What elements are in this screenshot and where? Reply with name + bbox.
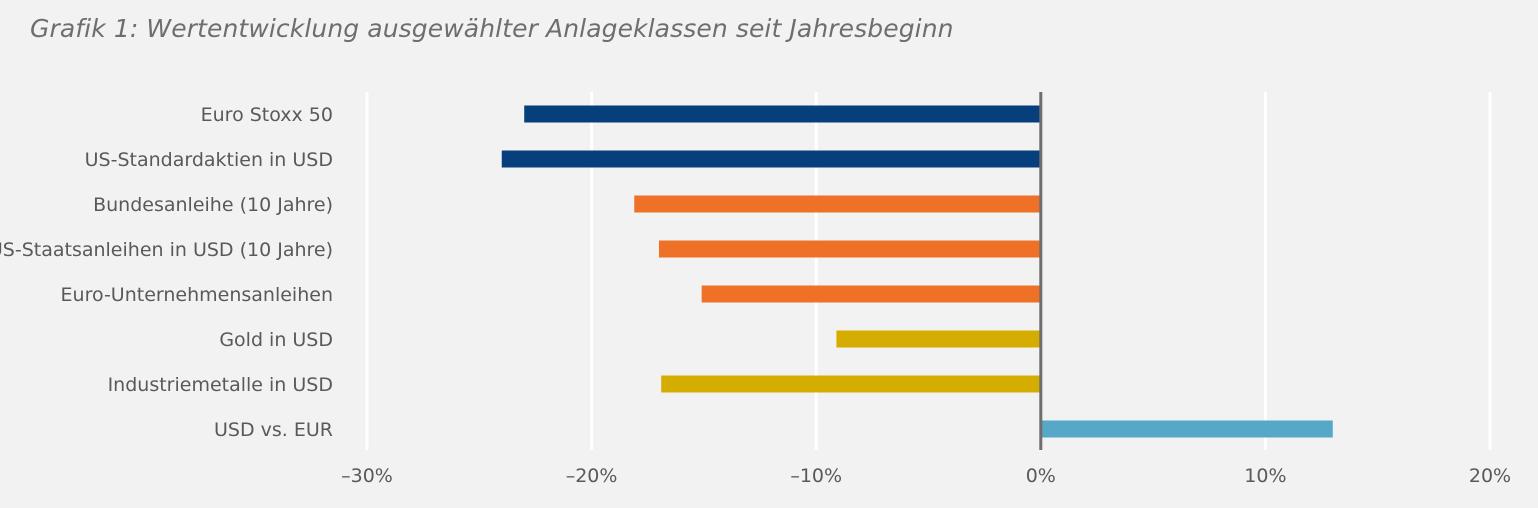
x-tick-label: –20% <box>566 465 618 487</box>
category-labels: Euro Stoxx 50 US-Standardaktien in USD Bun… <box>0 104 333 441</box>
bar <box>1040 420 1333 438</box>
category-label: Euro-Unternehmensanleihen <box>61 284 333 306</box>
category-label: Euro Stoxx 50 <box>201 104 333 126</box>
bars <box>501 105 1333 438</box>
bar <box>501 150 1041 168</box>
category-label: Bundesanleihe (10 Jahre) <box>93 194 333 216</box>
bar <box>836 330 1041 348</box>
category-label: US-Staatsanleihen in USD (10 Jahre) <box>0 239 333 261</box>
bar <box>524 105 1041 123</box>
x-tick-labels: –30% –20% –10% 0% 10% 20% <box>341 465 1511 487</box>
bar <box>701 285 1041 303</box>
bar <box>658 240 1041 258</box>
gridlines <box>365 92 1492 450</box>
category-label: USD vs. EUR <box>214 419 333 441</box>
bar <box>661 375 1041 393</box>
x-tick-label: –30% <box>341 465 393 487</box>
x-tick-label: 20% <box>1469 465 1511 487</box>
chart-title: Grafik 1: Wertentwicklung ausgewählter A… <box>30 14 954 43</box>
category-label: Gold in USD <box>219 329 333 351</box>
x-tick-label: 10% <box>1244 465 1286 487</box>
category-label: US-Standardaktien in USD <box>85 149 333 171</box>
x-tick-label: 0% <box>1026 465 1056 487</box>
x-tick-label: –10% <box>790 465 842 487</box>
category-label: Industriemetalle in USD <box>108 374 333 396</box>
bar <box>634 195 1041 213</box>
